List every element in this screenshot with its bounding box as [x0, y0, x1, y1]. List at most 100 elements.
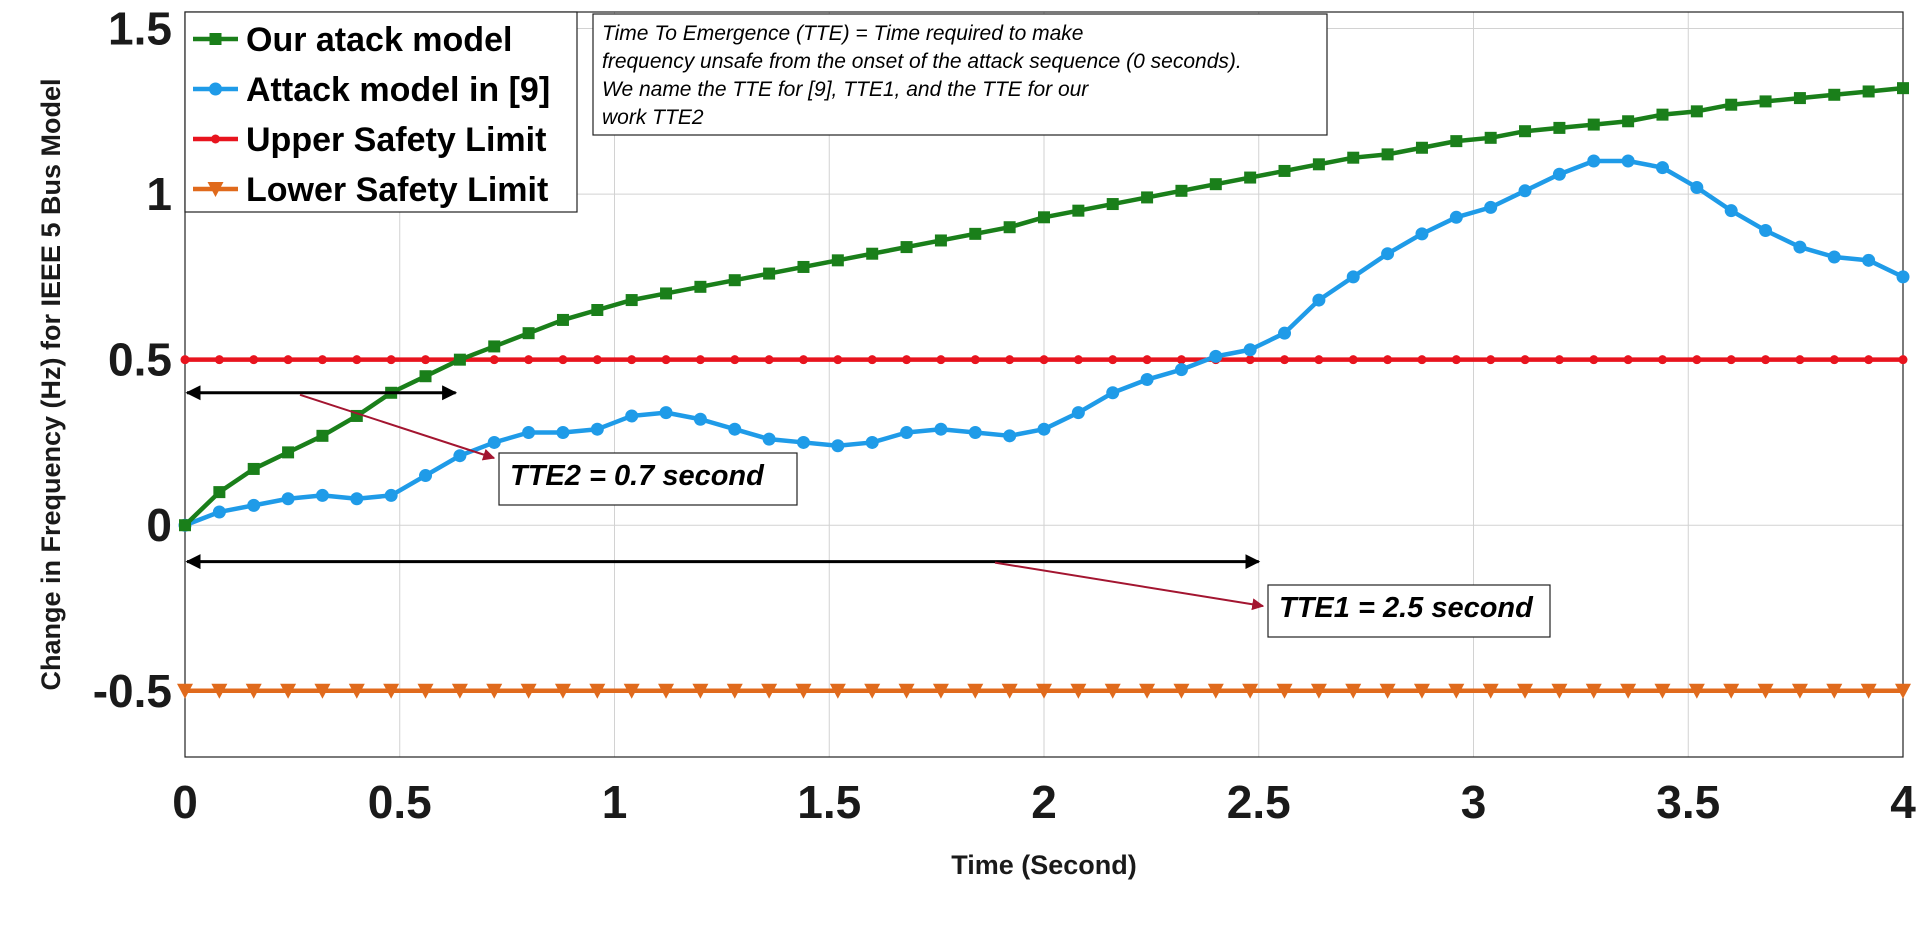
tte1-pointer-arrow [994, 561, 1265, 611]
data-point [386, 355, 396, 365]
data-point [1793, 240, 1807, 254]
data-point [1005, 355, 1015, 365]
data-point [419, 370, 432, 383]
data-point [1620, 683, 1637, 699]
legend-item: Attack model in [9] [193, 71, 550, 109]
data-point [213, 486, 226, 499]
note-box [592, 13, 1328, 136]
data-point [658, 683, 675, 699]
data-point [831, 439, 845, 453]
y-tick-label: 0 [146, 499, 172, 551]
data-point [1896, 270, 1910, 284]
data-point [1723, 683, 1740, 699]
data-point [352, 355, 362, 365]
series-upper-safety-limit [180, 355, 1908, 365]
data-point [1104, 683, 1121, 699]
data-point [1348, 355, 1358, 365]
data-point [1242, 683, 1259, 699]
data-point [451, 683, 468, 699]
data-point [421, 355, 431, 365]
data-point [1724, 204, 1738, 218]
legend-swatch-marker [211, 134, 220, 144]
data-point [1003, 221, 1016, 234]
data-point [1587, 154, 1601, 168]
data-point [1072, 204, 1085, 217]
data-point [281, 492, 295, 506]
data-point [1176, 355, 1186, 365]
data-point [1897, 82, 1909, 95]
data-point [730, 355, 740, 365]
data-point [383, 683, 400, 699]
data-point [212, 505, 226, 519]
data-point [829, 683, 846, 699]
legend-label: Our atack model [246, 21, 512, 59]
legend-label: Upper Safety Limit [246, 121, 546, 159]
data-point [556, 426, 570, 440]
data-point [1587, 118, 1600, 131]
data-point [693, 412, 707, 426]
tte2-box [498, 452, 798, 506]
x-tick-label: 0 [172, 776, 198, 828]
data-point [1518, 184, 1532, 198]
y-tick-label: 0.5 [108, 334, 172, 386]
data-point [864, 683, 881, 699]
data-point [1623, 355, 1633, 365]
data-point [831, 254, 844, 267]
data-point [1451, 355, 1461, 365]
data-point [1726, 355, 1736, 365]
data-point [1622, 115, 1635, 128]
data-point [1448, 683, 1465, 699]
tte2-pointer-arrow [299, 393, 496, 461]
data-point [900, 426, 914, 440]
data-point [1862, 85, 1875, 98]
x-axis-label: Time (Second) [951, 850, 1137, 880]
data-point [283, 355, 293, 365]
y-tick-label: 1 [146, 168, 172, 220]
data-point [317, 355, 327, 365]
data-point [1484, 200, 1498, 214]
data-point [177, 683, 193, 699]
data-point [1793, 92, 1806, 105]
data-point [489, 355, 499, 365]
data-point [1108, 355, 1118, 365]
data-point [522, 426, 536, 440]
x-tick-label: 0.5 [368, 776, 432, 828]
data-point [797, 260, 810, 273]
data-point [1589, 355, 1599, 365]
data-point [1175, 184, 1188, 197]
data-point [453, 353, 466, 366]
tte2-label-box: TTE2 = 0.7 second [498, 452, 798, 506]
legend-label: Lower Safety Limit [246, 171, 548, 209]
note-line-1: Time To Emergence (TTE) = Time required … [602, 22, 1083, 45]
legend-swatch-marker [207, 182, 224, 197]
data-point [1688, 683, 1705, 699]
x-tick-label: 3.5 [1656, 776, 1720, 828]
data-point [1655, 161, 1669, 175]
data-point [865, 435, 879, 449]
data-point [1345, 683, 1362, 699]
data-point [1379, 683, 1396, 699]
data-point [934, 422, 948, 436]
data-point [902, 355, 912, 365]
data-point [796, 435, 810, 449]
data-point [1245, 355, 1255, 365]
data-point [1621, 154, 1635, 168]
data-point [1826, 683, 1843, 699]
data-point [247, 462, 260, 475]
data-point [764, 355, 774, 365]
data-point [590, 422, 604, 436]
data-point [1795, 355, 1805, 365]
data-point [486, 683, 503, 699]
plot-area [184, 11, 1904, 758]
x-tick-label: 2 [1031, 776, 1057, 828]
legend-item: Upper Safety Limit [193, 121, 546, 159]
x-tick-label: 1 [602, 776, 628, 828]
legend-item: Our atack model [193, 21, 512, 59]
data-point [627, 355, 637, 365]
data-point [1174, 363, 1188, 377]
data-point [1585, 683, 1602, 699]
data-point [520, 683, 537, 699]
data-point [695, 355, 705, 365]
data-point [1759, 95, 1772, 108]
